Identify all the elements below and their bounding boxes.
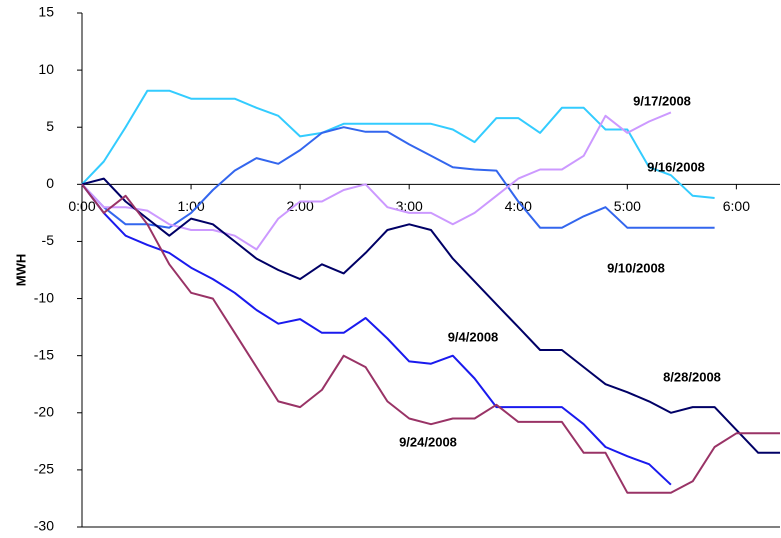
series-line [81,126,715,229]
series-line [81,177,780,454]
y-tick-label: -20 [34,403,54,419]
series-label: 9/17/2008 [633,93,691,108]
series-label: 9/24/2008 [399,434,457,449]
series-label: 9/4/2008 [448,329,499,344]
y-tick-label: 15 [38,4,54,20]
y-tick-label: -15 [34,346,54,362]
y-tick-label: 5 [46,118,54,134]
x-tick-label: 2:00 [287,198,314,214]
series-label: 9/16/2008 [647,159,705,174]
series-line [81,183,780,494]
y-axis-label: MWH [13,254,28,287]
y-tick-label: 10 [38,61,54,77]
y-tick-label: -30 [34,518,54,534]
y-tick-label: -25 [34,461,54,477]
series-line [81,111,672,251]
series-label: 8/28/2008 [663,369,721,384]
y-tick-label: 0 [46,175,54,191]
x-tick-label: 3:00 [396,198,423,214]
y-tick-label: -10 [34,289,54,305]
series-label: 9/10/2008 [607,260,665,275]
x-tick-label: 1:00 [177,198,204,214]
y-tick-label: -5 [42,232,55,248]
x-tick-label: 0:00 [68,198,95,214]
x-tick-label: 5:00 [614,198,641,214]
x-tick-label: 6:00 [723,198,750,214]
series-line [81,183,672,486]
series-line [81,89,715,199]
